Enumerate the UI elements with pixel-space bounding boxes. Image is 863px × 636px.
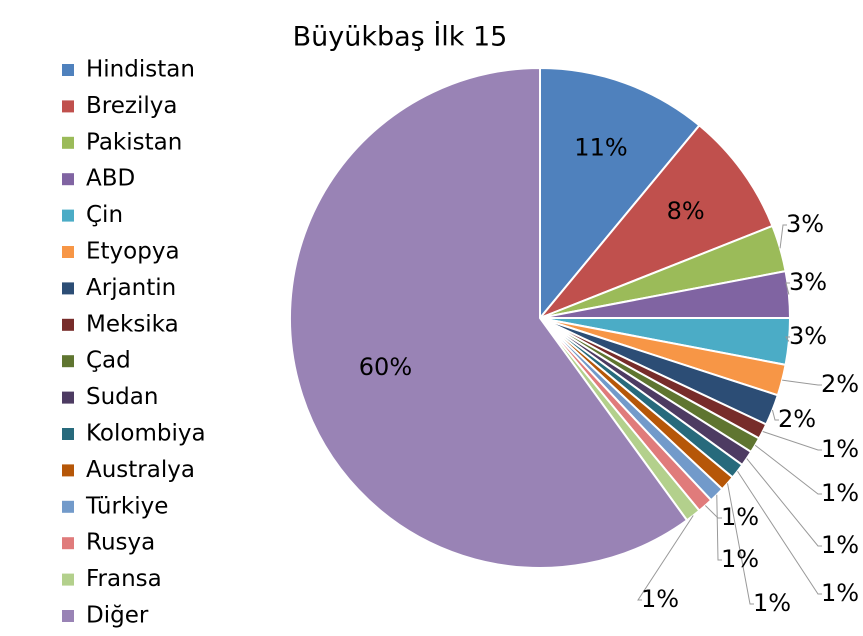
legend-label: Sudan	[86, 384, 158, 410]
data-label: 1%	[641, 585, 679, 613]
data-label: 1%	[821, 579, 859, 607]
legend-swatch	[62, 391, 74, 404]
legend-label: Etyopya	[86, 239, 180, 265]
legend-swatch	[62, 464, 74, 477]
legend-label: Çin	[86, 202, 123, 228]
legend-label: Meksika	[86, 311, 179, 337]
chart-title: Büyükbaş İlk 15	[293, 21, 508, 53]
pie-slice	[288, 66, 689, 569]
legend-swatch	[62, 537, 74, 550]
leader-line	[704, 505, 722, 519]
legend-label: Rusya	[86, 530, 155, 556]
legend-label: Hindistan	[86, 57, 195, 83]
leader-line	[779, 224, 787, 249]
leader-line	[782, 379, 822, 386]
legend-swatch	[62, 573, 74, 586]
legend-label: Fransa	[86, 566, 162, 592]
legend-label: Pakistan	[86, 129, 182, 155]
data-label: 3%	[789, 322, 827, 350]
leader-line	[737, 470, 822, 595]
legend-swatch	[62, 282, 74, 295]
leader-line	[746, 458, 822, 547]
data-label: 1%	[721, 545, 759, 573]
data-label: 3%	[786, 210, 824, 238]
leader-line	[637, 515, 694, 601]
pie-slice	[539, 123, 774, 319]
data-label: 8%	[667, 197, 705, 225]
data-label: 2%	[821, 370, 859, 398]
legend-label: ABD	[86, 166, 135, 192]
data-label: 1%	[721, 503, 759, 531]
data-label: 11%	[574, 134, 627, 162]
legend-swatch	[62, 318, 74, 331]
legend-swatch	[62, 610, 74, 622]
data-label: 1%	[821, 531, 859, 559]
legend-swatch	[62, 428, 74, 440]
leader-line	[762, 431, 822, 451]
legend-label: Australya	[86, 457, 195, 483]
leader-line	[754, 444, 822, 495]
legend-label: Kolombiya	[86, 421, 206, 447]
legend-label: Çad	[86, 348, 131, 374]
data-label: 2%	[778, 405, 816, 433]
legend-swatch	[62, 100, 74, 113]
legend-swatch	[62, 355, 74, 368]
data-label: 60%	[359, 353, 412, 381]
leader-line	[727, 483, 754, 605]
pie-slice	[539, 66, 701, 321]
legend-swatch	[62, 173, 74, 186]
legend-label: Arjantin	[86, 275, 176, 301]
data-label: 1%	[821, 435, 859, 463]
legend-label: Brezilya	[86, 93, 177, 119]
legend-swatch	[62, 246, 74, 258]
legend-swatch	[62, 500, 74, 513]
legend-swatch	[62, 209, 74, 222]
data-label: 1%	[821, 479, 859, 507]
data-label: 3%	[789, 268, 827, 296]
leader-line	[785, 336, 790, 342]
legend-label: Türkiye	[85, 493, 168, 519]
leader-line	[771, 409, 779, 421]
leader-line	[785, 282, 790, 295]
legend-label: Diğer	[86, 603, 149, 629]
legend-swatch	[62, 136, 74, 149]
legend-swatch	[62, 64, 74, 76]
data-label: 1%	[753, 589, 791, 617]
